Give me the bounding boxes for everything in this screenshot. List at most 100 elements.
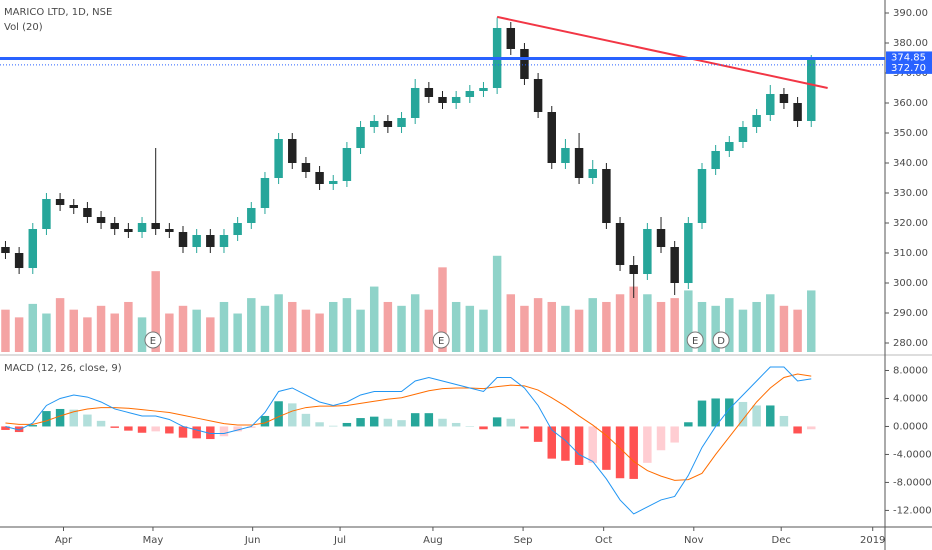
macd-histogram-bar <box>656 426 666 451</box>
macd-y-tick-label: 0.0000 <box>893 421 928 432</box>
candle-body <box>124 229 133 233</box>
candle-body <box>28 229 38 269</box>
candle-body <box>55 199 65 206</box>
candle-body <box>83 208 92 218</box>
candle-body <box>779 93 789 103</box>
price-label-box <box>886 61 932 74</box>
macd-histogram-bar <box>588 426 597 463</box>
candle-body <box>670 247 679 284</box>
candle-body <box>206 235 215 248</box>
volume-bar <box>561 305 570 352</box>
macd-histogram-bar <box>369 416 379 427</box>
candle-body <box>178 232 188 248</box>
macd-histogram-bar <box>96 420 106 427</box>
macd-signal-line <box>5 373 812 481</box>
volume-bar <box>479 309 488 352</box>
macd-histogram-bar <box>397 420 406 427</box>
macd-histogram-bar <box>356 418 365 427</box>
volume-bar <box>766 294 775 352</box>
macd-histogram-bar <box>424 413 434 427</box>
candle-body <box>410 87 420 118</box>
candle-body <box>561 147 570 163</box>
volume-bar <box>329 301 338 352</box>
volume-bar <box>656 301 666 352</box>
candle-body <box>602 168 611 224</box>
volume-bar <box>342 298 352 352</box>
candle-body <box>711 150 720 169</box>
candle-body <box>369 120 379 127</box>
volume-bar <box>83 317 92 352</box>
macd-histogram-bar <box>42 411 51 427</box>
event-marker <box>712 331 730 349</box>
macd-histogram-bar <box>697 400 707 427</box>
volume-bar <box>42 313 51 352</box>
candle-body <box>547 111 556 163</box>
macd-histogram-bar <box>383 418 393 427</box>
candle-body <box>192 235 201 248</box>
macd-histogram-bar <box>725 398 734 427</box>
macd-y-tick-label: -8.0000 <box>893 477 932 488</box>
candle-body <box>96 217 106 224</box>
macd-histogram-bar <box>1 426 10 430</box>
macd-y-tick-label: -4.0000 <box>893 449 932 460</box>
volume-bar <box>1 309 10 352</box>
y-tick-label: 300.00 <box>893 278 928 289</box>
candle-body <box>438 96 447 103</box>
volume-bar <box>793 309 802 352</box>
event-label: E <box>438 336 444 347</box>
macd-histogram-bar <box>151 426 160 432</box>
volume-bar <box>465 305 475 352</box>
macd-histogram-bar <box>738 401 748 427</box>
candle-body <box>807 58 816 121</box>
macd-histogram-bar <box>615 426 625 479</box>
y-tick-label: 340.00 <box>893 158 928 169</box>
candle-body <box>424 87 434 97</box>
candle-body <box>656 229 666 248</box>
macd-histogram-bar <box>28 425 38 427</box>
candle-body <box>629 265 638 275</box>
candle-body <box>520 48 529 79</box>
volume-bar <box>192 309 201 352</box>
macd-histogram-bar <box>465 426 475 427</box>
macd-histogram-bar <box>137 426 147 433</box>
macd-y-tick-label: -12.0000 <box>893 505 932 516</box>
macd-histogram-bar <box>329 425 338 427</box>
x-tick-label: Jul <box>333 535 346 546</box>
volume-bar <box>506 294 516 352</box>
y-tick-label: 380.00 <box>893 38 928 49</box>
candle-body <box>329 181 338 185</box>
volume-bar <box>697 301 707 352</box>
candle-body <box>1 247 10 254</box>
candle-body <box>219 235 229 248</box>
candle-body <box>397 117 406 127</box>
volume-bar <box>301 309 311 352</box>
event-label: D <box>717 336 725 347</box>
event-label: E <box>150 336 156 347</box>
volume-bar <box>588 298 597 352</box>
volume-bar <box>383 301 393 352</box>
macd-histogram-bar <box>315 422 324 427</box>
volume-bar <box>14 317 24 352</box>
volume-bar <box>233 313 242 352</box>
macd-histogram-bar <box>124 426 133 431</box>
y-tick-label: 350.00 <box>893 128 928 139</box>
macd-histogram-bar <box>533 426 543 442</box>
candle-body <box>588 168 597 178</box>
candle-body <box>684 223 693 284</box>
candle-body <box>725 141 734 151</box>
macd-histogram-bar <box>165 426 174 434</box>
candle-body <box>615 223 625 266</box>
x-tick-label: Apr <box>55 535 73 546</box>
macd-histogram-bar <box>479 426 488 430</box>
candle-body <box>697 168 707 224</box>
x-tick-label: May <box>143 535 164 546</box>
macd-histogram-bar <box>410 413 420 427</box>
volume-bar <box>547 301 556 352</box>
y-tick-label: 320.00 <box>893 218 928 229</box>
macd-histogram-bar <box>69 409 78 427</box>
candle-body <box>451 96 461 103</box>
y-tick-label: 280.00 <box>893 338 928 349</box>
y-tick-label: 390.00 <box>893 8 928 19</box>
volume-bar <box>165 313 174 352</box>
x-tick-label: Oct <box>595 535 612 546</box>
